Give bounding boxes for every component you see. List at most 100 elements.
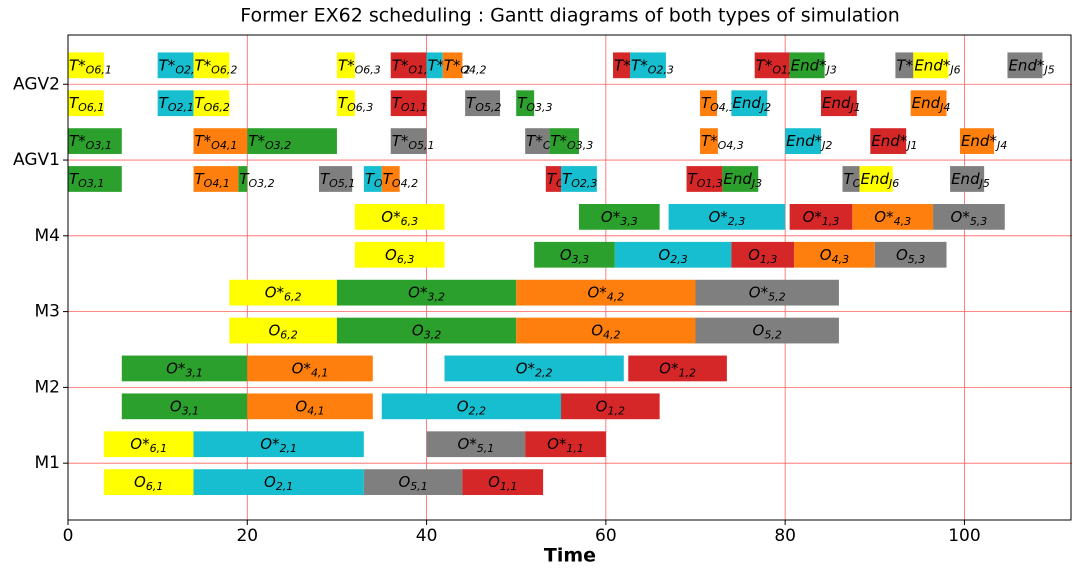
task-label-name: O	[560, 245, 572, 263]
x-tick-label: 20	[236, 526, 258, 546]
task-label: TO3,1	[69, 169, 104, 190]
task-label: TO2,1	[159, 94, 194, 115]
task-label-name: End	[951, 169, 980, 187]
task-label-sub: 5,2	[764, 329, 782, 342]
task-label-name: T	[466, 94, 477, 112]
task-label-name: T*	[392, 56, 409, 74]
task-label: TO6,3	[338, 94, 373, 115]
task-bar	[699, 128, 718, 154]
task-bar	[193, 128, 248, 154]
task-label: O*3,3	[601, 207, 638, 228]
task-label-sub: J6	[887, 177, 899, 190]
task-bar	[68, 166, 122, 192]
task-label-sub: O3,3	[526, 101, 552, 114]
task-label-name: T*	[338, 56, 355, 74]
task-label-name: T	[69, 169, 80, 187]
task-label-name: O*	[130, 435, 150, 453]
task-label-name: T	[239, 169, 250, 187]
task-label-sub: 4,1	[311, 366, 329, 379]
task-bar	[68, 128, 122, 154]
task-label-sub: J2	[759, 101, 771, 114]
task-label-sub: O3,2	[265, 139, 291, 152]
task-bar	[695, 279, 839, 306]
task-bar	[247, 355, 373, 382]
task-label-sub: O6,1	[78, 101, 104, 114]
task-label-name: O	[264, 473, 276, 491]
task-label: O6,3	[385, 245, 414, 266]
task-label-sub: 2,2	[469, 404, 487, 417]
task-bar	[578, 203, 660, 230]
task-bar	[238, 166, 248, 192]
task-bar	[549, 128, 579, 154]
task-label: End*J3	[791, 56, 837, 77]
task-bar	[444, 355, 624, 382]
task-label-sub: O5,1	[408, 139, 434, 152]
task-label-sub: 5,1	[477, 442, 495, 455]
task-label: O*5,1	[457, 435, 494, 456]
task-label: O*4,2	[587, 283, 624, 304]
task-bar	[561, 166, 597, 192]
task-label: O*2,2	[516, 359, 553, 380]
y-tick-label: M1	[35, 453, 60, 473]
task-bar	[193, 52, 230, 79]
task-label-name: O*	[408, 283, 428, 301]
task-label: O*2,3	[708, 207, 745, 228]
task-label-sub: J1	[849, 101, 861, 114]
task-label-sub: O3,3	[567, 139, 593, 152]
task-label-name: O	[412, 321, 424, 339]
task-label-sub: 2,1	[276, 480, 294, 493]
task-label-name: T	[159, 94, 170, 112]
task-bar	[821, 90, 857, 117]
task-label-name: O	[170, 397, 182, 415]
task-bar	[381, 166, 400, 192]
task-label: T*O6,1	[69, 56, 112, 77]
task-bar	[630, 52, 666, 79]
task-bar	[390, 90, 427, 117]
task-label-sub: 5,2	[768, 291, 786, 304]
task-bar	[516, 279, 696, 306]
task-label-sub: J3	[750, 177, 762, 190]
task-label-name: O	[596, 397, 608, 415]
task-label: End*J5	[1008, 56, 1054, 77]
task-label-name: End*	[961, 132, 998, 150]
task-label-sub: 3,2	[424, 329, 442, 342]
task-label-name: O*	[708, 207, 728, 225]
task-label: O*3,1	[166, 359, 203, 380]
task-label: O1,2	[596, 397, 625, 418]
task-bar	[516, 317, 696, 344]
task-bar	[731, 90, 768, 117]
task-label: T*O3,1	[69, 132, 112, 153]
task-label: O5,1	[398, 473, 427, 494]
y-tick-label: AGV1	[13, 150, 60, 170]
task-label: O3,3	[560, 245, 589, 266]
task-label: O*1,3	[803, 207, 840, 228]
task-label-name: End	[912, 94, 941, 112]
task-label-name: O	[820, 245, 832, 263]
task-label-sub: 4,3	[894, 215, 912, 228]
task-label-name: T*	[195, 56, 212, 74]
x-tick-label: 0	[63, 526, 74, 546]
task-bar	[247, 128, 337, 154]
task-bar	[193, 431, 364, 458]
task-bar	[534, 241, 615, 268]
task-label: O6,1	[134, 473, 163, 494]
task-bar	[193, 90, 230, 117]
task-label: O4,1	[295, 397, 324, 418]
task-label-sub: 3,2	[427, 291, 445, 304]
task-bar	[247, 393, 373, 420]
task-label-sub: 1,3	[822, 215, 840, 228]
task-bar	[754, 52, 790, 79]
task-bar	[157, 52, 194, 79]
task-bar	[121, 393, 248, 420]
task-label-name: O*	[874, 207, 894, 225]
task-label-name: T*	[392, 132, 409, 150]
task-bar	[229, 317, 337, 344]
task-bar	[68, 52, 104, 79]
task-label: TO1,1	[392, 94, 427, 115]
task-label-name: O*	[951, 207, 971, 225]
task-label: O*6,3	[381, 207, 418, 228]
task-label-sub: O6,2	[211, 63, 237, 76]
task-label-name: O	[591, 321, 603, 339]
task-label: TO4,3	[701, 94, 736, 115]
task-label-sub: 3,1	[185, 366, 203, 379]
